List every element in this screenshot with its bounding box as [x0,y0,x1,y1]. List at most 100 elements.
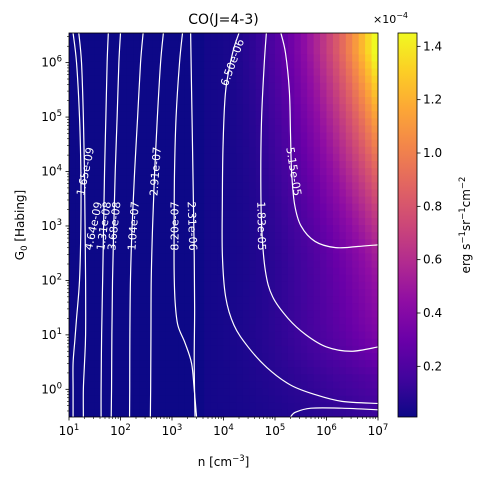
y-tick-label: 103 [41,218,62,233]
heatmap-cell [281,317,289,326]
heatmap-cell [94,374,102,383]
heatmap-cell [365,338,373,347]
heatmap-cell [217,246,225,255]
heatmap-cell [88,54,96,63]
heatmap-cell [146,97,154,105]
heatmap-cell [275,409,283,417]
heatmap-cell [326,317,334,326]
heatmap-cell [229,82,237,91]
heatmap-cell [184,125,192,134]
heatmap-cell [345,296,353,304]
heatmap-cell [332,210,340,219]
heatmap-cell [88,274,96,283]
heatmap-cell [139,111,147,119]
heatmap-cell [81,61,89,70]
x-axis-label: n [cm−3] [198,454,250,469]
heatmap-cell [178,260,186,269]
heatmap-cell [332,132,340,141]
heatmap-cell [107,281,115,290]
heatmap-cell [114,281,122,290]
heatmap-cell [120,210,128,219]
heatmap-cell [339,239,347,247]
heatmap-cell [371,317,378,326]
heatmap-cell [178,161,186,169]
heatmap-cell [242,182,250,191]
heatmap-cell [94,217,102,226]
heatmap-cell [172,104,180,112]
heatmap-cell [268,153,276,162]
heatmap-cell [152,253,160,262]
heatmap-cell [75,217,83,226]
heatmap-cell [358,338,366,347]
heatmap-cell [126,104,134,112]
heatmap-cell [339,118,347,127]
heatmap-cell [281,253,289,262]
heatmap-cell [358,246,366,255]
heatmap-cell [75,54,83,63]
heatmap-cell [217,381,225,390]
heatmap-cell [281,246,289,255]
heatmap-cell [262,82,270,91]
heatmap-cell [172,360,180,368]
heatmap-cell [152,267,160,276]
heatmap-cell [352,267,360,276]
heatmap-cell [223,331,231,340]
heatmap-cell [255,89,263,98]
y-tick-label: 104 [41,164,62,179]
heatmap-cell [313,274,321,283]
heatmap-cell [294,274,302,283]
heatmap-cell [339,182,347,191]
heatmap-cell [242,97,250,105]
heatmap-cell [313,182,321,191]
heatmap-cell [262,189,270,198]
heatmap-cell [371,217,378,226]
heatmap-cell [88,118,96,127]
heatmap-cell [139,246,147,255]
heatmap-cell [255,374,263,383]
heatmap-cell [229,246,237,255]
heatmap-cell [197,267,205,276]
heatmap-cell [107,97,115,105]
heatmap-cell [242,310,250,319]
heatmap-cell [133,239,141,247]
heatmap-cell [159,232,167,240]
heatmap-cell [178,146,186,155]
heatmap-cell [165,217,173,226]
heatmap-cell [339,97,347,105]
heatmap-cell [107,139,115,148]
heatmap-cell [262,395,270,404]
heatmap-cell [159,118,167,127]
heatmap-cell [191,189,199,198]
heatmap-cell [365,345,373,354]
heatmap-cell [275,246,283,255]
heatmap-cell [339,175,347,183]
heatmap-cell [120,61,128,70]
heatmap-cell [313,68,321,77]
heatmap-cell [172,161,180,169]
heatmap-cell [133,409,141,417]
heatmap-cell [159,353,167,361]
heatmap-cell [172,40,180,48]
heatmap-cell [339,253,347,262]
heatmap-cell [81,111,89,119]
heatmap-cell [101,402,109,411]
heatmap-cell [146,132,154,141]
heatmap-cell [159,54,167,63]
heatmap-cell [255,381,263,390]
heatmap-cell [313,61,321,70]
heatmap-cell [281,139,289,148]
heatmap-cell [242,146,250,155]
heatmap-cell [268,89,276,98]
heatmap-cell [313,111,321,119]
heatmap-cell [107,33,115,41]
heatmap-cell [210,267,218,276]
heatmap-cell [275,111,283,119]
heatmap-cell [294,409,302,417]
heatmap-cell [204,388,212,397]
heatmap-cell [371,61,378,70]
heatmap-cell [88,111,96,119]
heatmap-cell [165,367,173,375]
heatmap-cell [268,132,276,141]
heatmap-cell [268,274,276,283]
heatmap-cell [75,182,83,191]
